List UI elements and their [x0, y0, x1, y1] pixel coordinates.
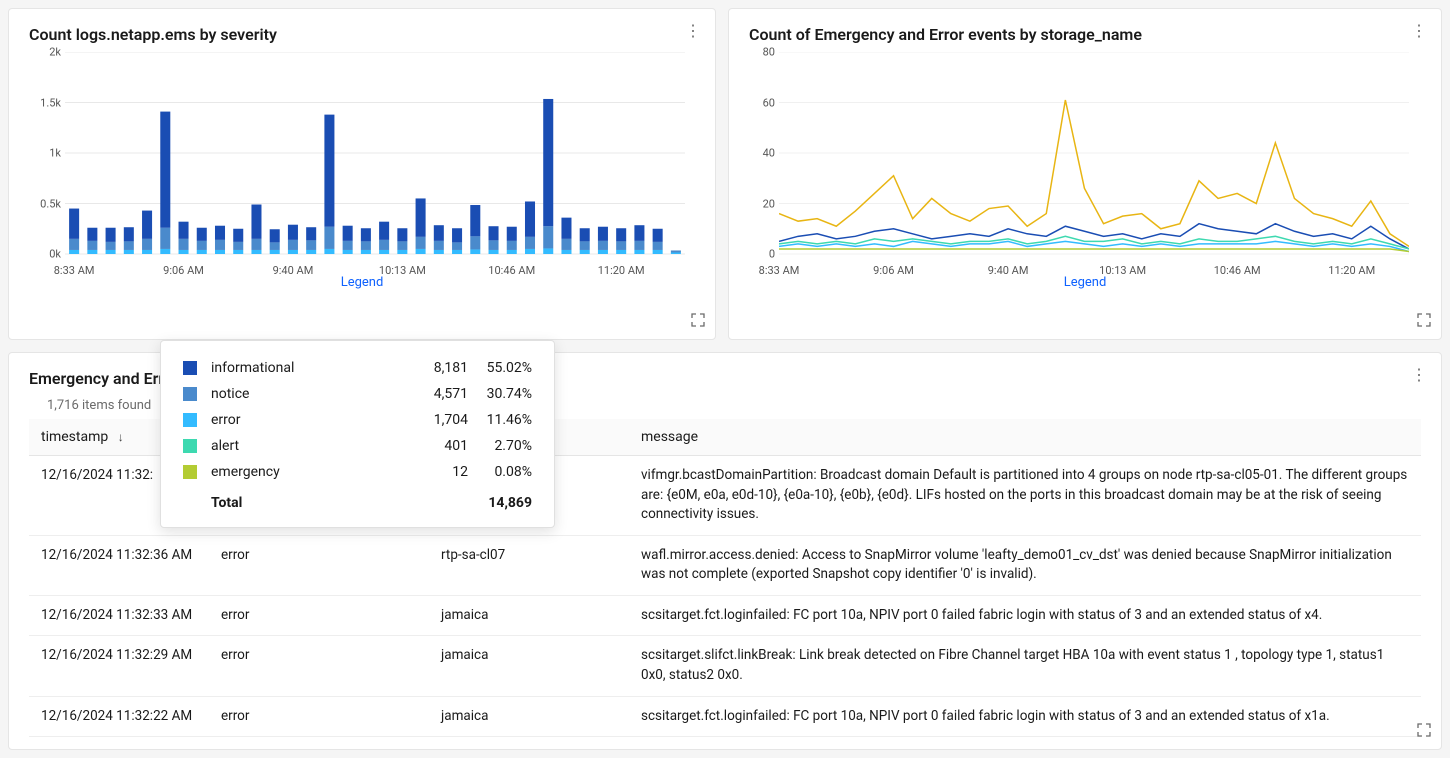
legend-name: error [211, 412, 398, 428]
panel-storage-line: Count of Emergency and Error events by s… [728, 8, 1442, 340]
expand-icon-storage[interactable] [1417, 313, 1431, 331]
y-tick-label: 0.5k [40, 197, 61, 210]
legend-row[interactable]: informational 8,181 55.02% [183, 355, 532, 381]
table-row[interactable]: 12/16/2024 11:32:36 AM error rtp-sa-cl07… [29, 535, 1421, 595]
legend-total-label: Total [211, 495, 398, 511]
cell-storage: jamaica [429, 595, 629, 636]
x-tick-label: 9:40 AM [988, 264, 1029, 277]
cell-timestamp: 12/16/2024 11:32:22 AM [29, 696, 209, 737]
cell-message: vifmgr.bcastDomainPartition: Broadcast d… [629, 456, 1421, 536]
legend-count: 8,181 [398, 360, 468, 376]
legend-popover: informational 8,181 55.02% notice 4,571 … [160, 340, 555, 528]
panel-severity-bar: Count logs.netapp.ems by severity ⋮ 0k0.… [8, 8, 716, 340]
y-tick-label: 80 [763, 46, 775, 59]
col-header-timestamp-label: timestamp [41, 429, 108, 445]
legend-row[interactable]: notice 4,571 30.74% [183, 381, 532, 407]
legend-name: alert [211, 438, 398, 454]
cell-storage: jamaica [429, 696, 629, 737]
legend-swatch [183, 387, 197, 401]
bar-chart: 0k0.5k1k1.5k2k 8:33 AM9:06 AM9:40 AM10:1… [65, 52, 685, 262]
legend-count: 1,704 [398, 412, 468, 428]
cell-timestamp: 12/16/2024 11:32:33 AM [29, 595, 209, 636]
x-tick-label: 10:46 AM [488, 264, 535, 277]
y-tick-label: 40 [763, 147, 775, 160]
y-tick-label: 1k [49, 147, 61, 160]
cell-severity: error [209, 696, 429, 737]
cell-storage: jamaica [429, 636, 629, 696]
legend-swatch [183, 439, 197, 453]
panel-title-severity: Count logs.netapp.ems by severity [29, 25, 695, 44]
x-tick-label: 9:40 AM [273, 264, 314, 277]
x-tick-label: 11:20 AM [1328, 264, 1375, 277]
y-tick-label: 60 [763, 96, 775, 109]
table-row[interactable]: 12/16/2024 11:32:22 AM error jamaica scs… [29, 696, 1421, 737]
legend-swatch [183, 465, 197, 479]
x-tick-label: 11:20 AM [598, 264, 645, 277]
sort-arrow-down-icon: ↓ [118, 430, 124, 444]
col-header-message[interactable]: message [629, 419, 1421, 456]
legend-total-value: 14,869 [398, 495, 532, 511]
expand-icon-events[interactable] [1417, 723, 1431, 741]
table-row[interactable]: 12/16/2024 11:32:29 AM error jamaica scs… [29, 636, 1421, 696]
y-tick-label: 0k [49, 248, 61, 261]
expand-icon-severity[interactable] [691, 313, 705, 331]
legend-pct: 11.46% [468, 412, 532, 428]
legend-row[interactable]: error 1,704 11.46% [183, 407, 532, 433]
legend-pct: 55.02% [468, 360, 532, 376]
panel-menu-storage[interactable]: ⋮ [1411, 23, 1427, 39]
top-row: Count logs.netapp.ems by severity ⋮ 0k0.… [8, 8, 1442, 340]
cell-severity: error [209, 595, 429, 636]
legend-row[interactable]: alert 401 2.70% [183, 433, 532, 459]
cell-severity: error [209, 535, 429, 595]
y-tick-label: 0 [769, 248, 775, 261]
legend-name: notice [211, 386, 398, 402]
x-tick-label: 9:06 AM [873, 264, 914, 277]
legend-total-row: Total 14,869 [183, 485, 532, 511]
cell-message: scsitarget.slifct.linkBreak: Link break … [629, 636, 1421, 696]
line-chart: 020406080 8:33 AM9:06 AM9:40 AM10:13 AM1… [779, 52, 1409, 262]
cell-message: scsitarget.fct.loginfailed: FC port 10a,… [629, 696, 1421, 737]
cell-severity: error [209, 636, 429, 696]
cell-timestamp: 12/16/2024 11:32:29 AM [29, 636, 209, 696]
legend-swatch [183, 361, 197, 375]
cell-timestamp: 12/16/2024 11:32:36 AM [29, 535, 209, 595]
legend-count: 4,571 [398, 386, 468, 402]
panel-menu-severity[interactable]: ⋮ [685, 23, 701, 39]
cell-message: wafl.mirror.access.denied: Access to Sna… [629, 535, 1421, 595]
legend-pct: 0.08% [468, 464, 532, 480]
legend-count: 12 [398, 464, 468, 480]
legend-pct: 2.70% [468, 438, 532, 454]
panel-title-storage: Count of Emergency and Error events by s… [749, 25, 1421, 44]
legend-name: emergency [211, 464, 398, 480]
x-tick-label: 10:13 AM [1099, 264, 1146, 277]
table-row[interactable]: 12/16/2024 11:32:33 AM error jamaica scs… [29, 595, 1421, 636]
legend-pct: 30.74% [468, 386, 532, 402]
y-tick-label: 20 [763, 197, 775, 210]
legend-row[interactable]: emergency 12 0.08% [183, 459, 532, 485]
x-tick-label: 10:46 AM [1214, 264, 1261, 277]
y-tick-label: 1.5k [40, 96, 61, 109]
legend-swatch [183, 413, 197, 427]
cell-message: scsitarget.fct.loginfailed: FC port 10a,… [629, 595, 1421, 636]
x-tick-label: 10:13 AM [379, 264, 426, 277]
x-tick-label: 8:33 AM [759, 264, 800, 277]
legend-count: 401 [398, 438, 468, 454]
panel-menu-events[interactable]: ⋮ [1411, 367, 1427, 383]
y-tick-label: 2k [49, 46, 61, 59]
cell-storage: rtp-sa-cl07 [429, 535, 629, 595]
x-tick-label: 8:33 AM [54, 264, 95, 277]
legend-name: informational [211, 360, 398, 376]
dashboard-root: Count logs.netapp.ems by severity ⋮ 0k0.… [0, 0, 1450, 758]
x-tick-label: 9:06 AM [163, 264, 204, 277]
